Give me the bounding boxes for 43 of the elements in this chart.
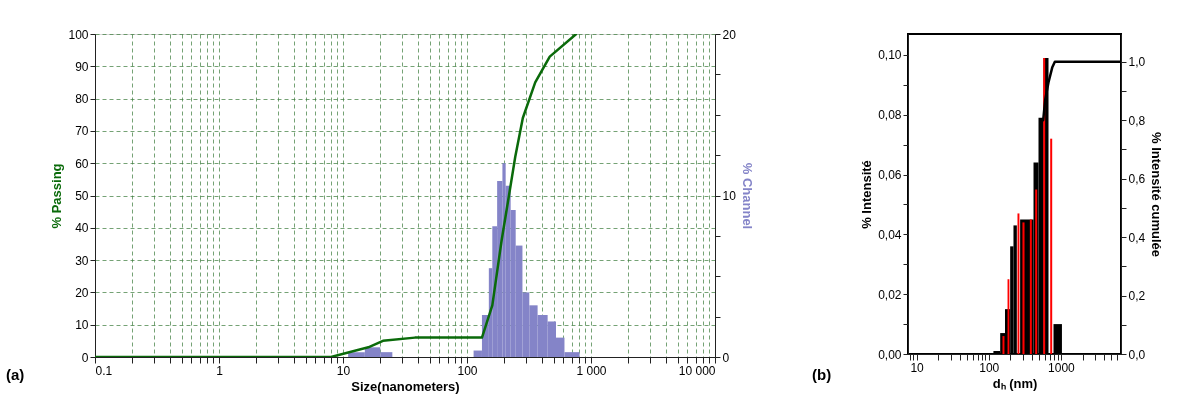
x-tick-label: 1 000 [576,363,607,378]
y-tick-label: 0,04 [878,227,902,242]
y2-tick-label: 0 [722,350,730,365]
text: (b) [812,366,832,383]
x-tick-label: 0.1 [95,363,113,378]
y2-tick-label: 20 [722,27,737,42]
y-tick-label: 0,08 [878,108,902,123]
y-tick-label: 0,10 [878,48,902,63]
x-tick-label: 10 [910,360,925,375]
x-tick-label: 10 000 [678,363,716,378]
y-tick-label: 0,06 [878,168,902,183]
y-tick-label: 20 [75,285,89,300]
x-axis-title: dₕ (nm) [992,375,1038,391]
y2-tick-label: 0,4 [1128,230,1146,245]
y2-tick-label: 0,0 [1128,347,1146,362]
y2-axis-title: % Channel [739,162,755,230]
x-tick-label: 1000 [1048,360,1076,375]
y-tick-label: 30 [75,253,89,268]
y-axis-title: % Passing [49,163,65,229]
x-tick-label: 10 [336,363,351,378]
y-tick-label: 0,02 [878,287,902,302]
x-axis-title: Size(nanometers) [351,378,460,394]
y-tick-label: 100 [68,27,89,42]
y-tick-label: 70 [75,124,89,139]
y-tick-label: 40 [75,221,89,236]
y2-axis-title: % Intensité cumulée [1149,132,1165,257]
y-tick-label: 90 [75,59,89,74]
y2-tick-label: 0,8 [1128,113,1146,128]
x-tick-label: 1 [216,363,224,378]
y-tick-label: 10 [75,318,89,333]
x-tick-label: 100 [979,360,1000,375]
y-axis-title: % Intensité [859,160,875,229]
y-tick-label: 0,00 [878,347,902,362]
y2-tick-label: 0,2 [1128,289,1146,304]
y2-tick-label: 0,6 [1128,172,1146,187]
y2-tick-label: 1,0 [1128,55,1146,70]
x-tick-label: 100 [457,363,478,378]
y-tick-label: 50 [75,189,89,203]
y2-tick-label: 10 [722,189,737,203]
text: (a) [6,366,25,383]
y-tick-label: 60 [75,156,89,171]
y-tick-label: 80 [75,92,89,107]
y-tick-label: 0 [81,350,89,365]
